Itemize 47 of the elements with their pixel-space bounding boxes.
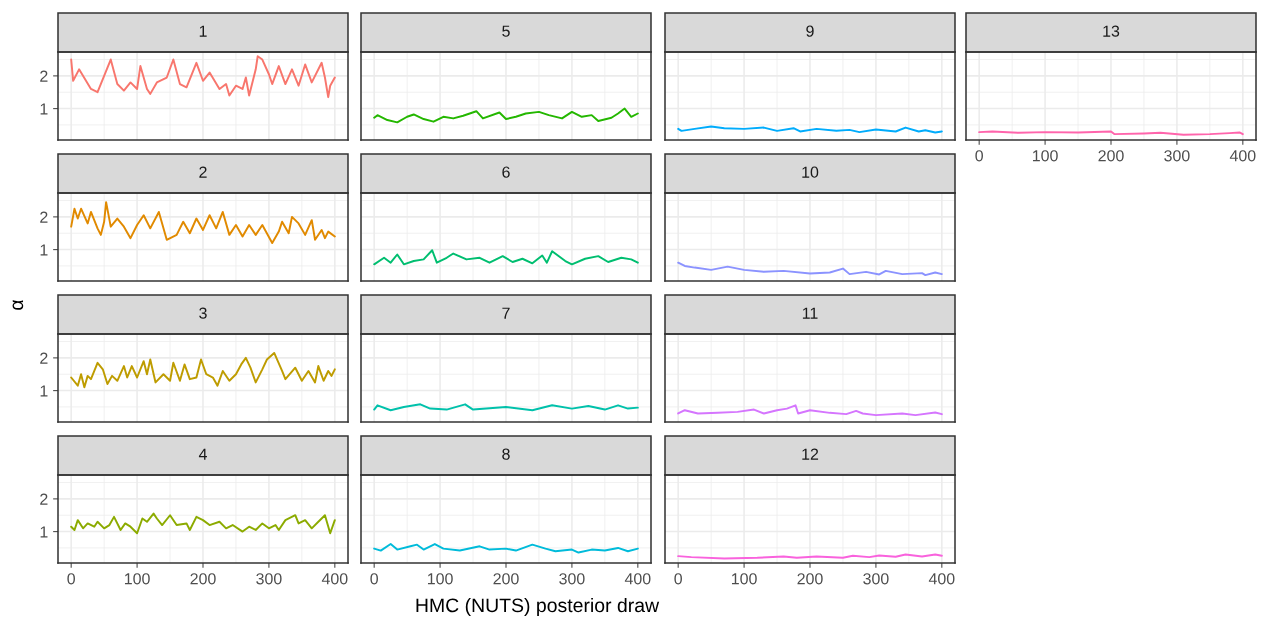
y-tick-label: 1 [40,385,48,397]
x-tick-label: 400 [928,573,955,585]
y-tick-label: 1 [40,244,48,256]
line-series [70,352,336,389]
chart-title: 1 [199,25,207,37]
x-tick-label: 400 [321,573,348,585]
x-tick-label: 100 [731,573,757,585]
x-axis-title: HMC (NUTS) posterior draw [416,597,660,617]
x-tick-label: 200 [797,573,823,585]
x-tick-label: 0 [975,150,983,162]
x-tick-label: 100 [427,573,453,585]
y-tick-label: 2 [40,352,48,364]
chart-title: 7 [502,307,510,319]
chart-title: 11 [802,307,818,319]
line-series [70,512,336,535]
x-tick-label: 100 [1032,150,1058,162]
x-tick-label: 0 [370,573,378,585]
y-axis-title: α [12,299,24,310]
chart-title: 4 [198,448,207,460]
chart-title: 2 [199,166,207,178]
y-tick-label: 2 [40,70,48,82]
chart-title: 12 [802,448,819,460]
chart-title: 13 [1103,25,1120,37]
x-tick-label: 0 [674,573,682,585]
chart-title: 5 [502,25,510,37]
x-tick-label: 300 [256,573,282,585]
y-tick-label: 1 [40,526,48,538]
line-series [70,55,336,99]
chart-title: 3 [199,307,207,319]
x-tick-label: 400 [624,573,651,585]
chart-title: 9 [806,25,814,37]
y-tick-label: 2 [40,493,48,505]
chart-title: 6 [502,166,510,178]
x-tick-label: 0 [67,573,75,585]
y-tick-label: 2 [40,211,48,223]
chart-title: 8 [502,448,510,460]
x-tick-label: 100 [124,573,150,585]
x-tick-label: 300 [1164,150,1190,162]
x-tick-label: 200 [1098,150,1124,162]
line-series [70,201,336,245]
y-tick-label: 1 [40,103,48,115]
x-tick-label: 300 [559,573,585,585]
x-tick-label: 300 [863,573,889,585]
chart-title: 10 [802,166,819,178]
x-tick-label: 400 [1229,150,1256,162]
x-tick-label: 200 [190,573,216,585]
x-tick-label: 200 [493,573,519,585]
